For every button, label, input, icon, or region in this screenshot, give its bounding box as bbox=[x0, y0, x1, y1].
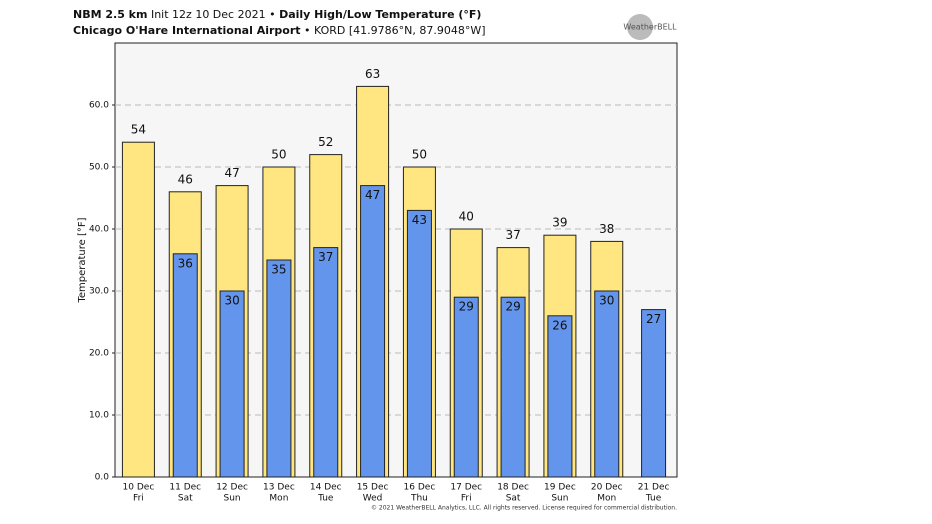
x-tick-label: 12 Dec bbox=[216, 483, 248, 493]
y-tick-label: 50.0 bbox=[89, 163, 109, 173]
subtitle-loc: KORD [41.9786°N, 87.9048°W] bbox=[314, 24, 486, 37]
logo: WeatherBELL bbox=[623, 23, 677, 32]
data-label: 39 bbox=[552, 216, 567, 230]
x-tick-label: 11 Dec bbox=[169, 483, 201, 493]
data-label: 40 bbox=[459, 210, 474, 224]
data-label: 63 bbox=[365, 67, 380, 81]
x-tick-label: Tue bbox=[317, 494, 334, 504]
data-label: 30 bbox=[599, 294, 614, 308]
x-tick-label: Sun bbox=[551, 494, 568, 504]
data-label: 50 bbox=[271, 148, 286, 162]
data-label: 37 bbox=[318, 250, 333, 264]
x-tick-label: 18 Dec bbox=[497, 483, 529, 493]
y-tick-label: 0.0 bbox=[95, 473, 110, 483]
chart-subtitle: Chicago O'Hare International Airport • K… bbox=[73, 24, 486, 37]
bar bbox=[547, 315, 573, 478]
x-tick-label: Sat bbox=[506, 494, 521, 504]
bar bbox=[219, 290, 245, 478]
x-tick-label: Sun bbox=[224, 494, 241, 504]
data-label: 36 bbox=[178, 256, 193, 270]
data-label: 27 bbox=[646, 312, 661, 326]
plot-area bbox=[114, 42, 678, 478]
y-tick-label: 30.0 bbox=[89, 287, 109, 297]
x-tick-label: 16 Dec bbox=[404, 483, 436, 493]
x-tick-label: Wed bbox=[363, 494, 383, 504]
data-label: 52 bbox=[318, 135, 333, 149]
data-label: 35 bbox=[271, 263, 286, 277]
data-label: 47 bbox=[365, 188, 380, 202]
y-tick-label: 10.0 bbox=[89, 411, 109, 421]
x-tick-label: 17 Dec bbox=[450, 483, 482, 493]
data-label: 54 bbox=[131, 123, 146, 137]
x-tick-label: Thu bbox=[410, 494, 428, 504]
x-tick-label: Mon bbox=[597, 494, 616, 504]
data-label: 29 bbox=[459, 300, 474, 314]
y-tick-label: 20.0 bbox=[89, 349, 109, 359]
x-tick-label: 15 Dec bbox=[357, 483, 389, 493]
title-init: Init 12z 10 Dec 2021 bbox=[151, 8, 266, 21]
bar bbox=[313, 247, 339, 478]
bar bbox=[121, 141, 155, 478]
data-label: 43 bbox=[412, 213, 427, 227]
data-label: 46 bbox=[178, 172, 193, 186]
y-axis-label: Temperature [°F] bbox=[77, 217, 88, 303]
x-tick-label: Fri bbox=[461, 494, 472, 504]
data-label: 38 bbox=[599, 222, 614, 236]
x-tick-label: 20 Dec bbox=[591, 483, 623, 493]
bar bbox=[406, 209, 432, 478]
data-label: 29 bbox=[505, 300, 520, 314]
bar bbox=[641, 309, 667, 478]
y-tick-label: 40.0 bbox=[89, 225, 109, 235]
bar bbox=[172, 253, 198, 478]
x-tick-label: Tue bbox=[645, 494, 662, 504]
bar bbox=[500, 296, 526, 478]
x-tick-label: Mon bbox=[269, 494, 288, 504]
x-tick-label: Fri bbox=[133, 494, 144, 504]
y-tick-label: 60.0 bbox=[89, 101, 109, 111]
logo-icon bbox=[627, 14, 653, 40]
data-label: 30 bbox=[224, 294, 239, 308]
x-tick-label: 13 Dec bbox=[263, 483, 295, 493]
bar bbox=[453, 296, 479, 478]
subtitle-station: Chicago O'Hare International Airport bbox=[73, 24, 301, 37]
footer: © 2021 WeatherBELL Analytics, LLC. All r… bbox=[371, 505, 677, 512]
title-model: NBM 2.5 km bbox=[73, 8, 147, 21]
x-tick-label: 10 Dec bbox=[123, 483, 155, 493]
x-tick-label: Sat bbox=[178, 494, 193, 504]
data-label: 47 bbox=[224, 166, 239, 180]
bar bbox=[360, 185, 386, 478]
title-main: Daily High/Low Temperature (°F) bbox=[279, 8, 481, 21]
x-tick-label: 14 Dec bbox=[310, 483, 342, 493]
data-label: 26 bbox=[552, 318, 567, 332]
data-label: 50 bbox=[412, 148, 427, 162]
data-label: 37 bbox=[505, 228, 520, 242]
bar bbox=[266, 259, 292, 478]
x-tick-label: 21 Dec bbox=[638, 483, 670, 493]
bar bbox=[594, 290, 620, 478]
chart-title: NBM 2.5 km Init 12z 10 Dec 2021 • Daily … bbox=[73, 8, 481, 21]
x-tick-label: 19 Dec bbox=[544, 483, 576, 493]
